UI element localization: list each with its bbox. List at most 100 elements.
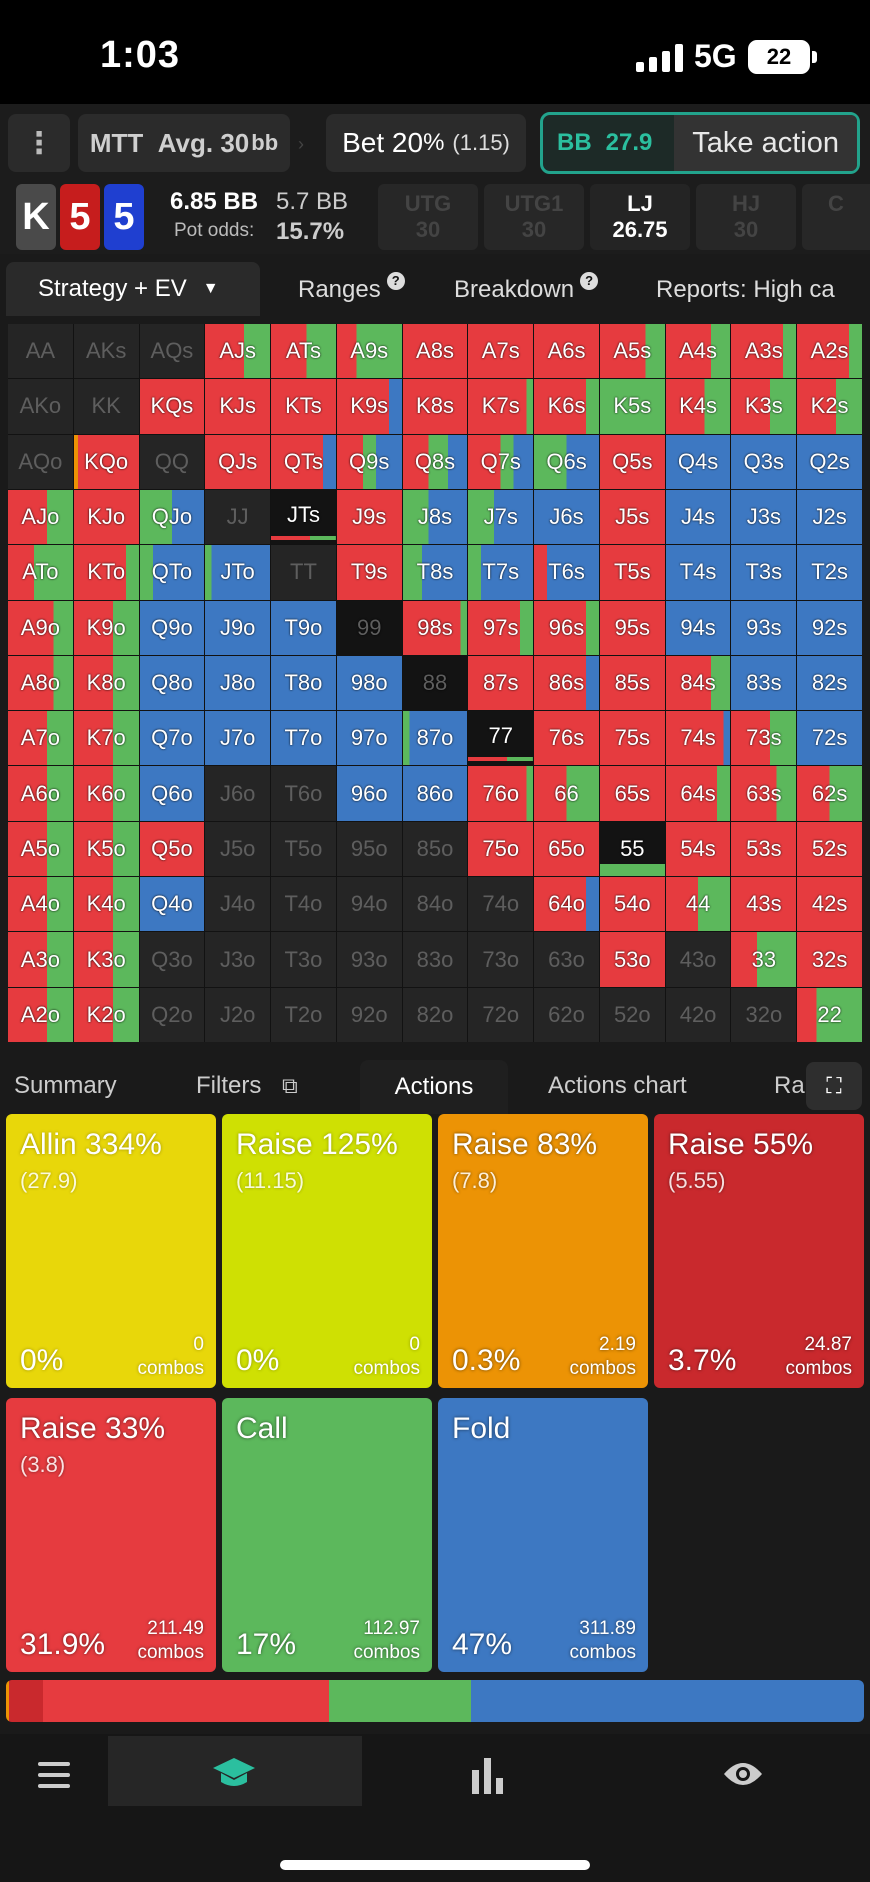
hand-cell-87o[interactable]: 87o xyxy=(402,711,468,766)
hand-cell-J2s[interactable]: J2s xyxy=(797,489,862,545)
hand-cell-62s[interactable]: 62s xyxy=(797,766,862,821)
hand-cell-TT[interactable]: TT xyxy=(271,545,336,600)
menu-icon[interactable] xyxy=(38,1762,70,1788)
hand-cell-Q3o[interactable]: Q3o xyxy=(139,932,205,987)
hand-cell-74o[interactable]: 74o xyxy=(468,877,534,932)
hand-cell-T5s[interactable]: T5s xyxy=(599,545,665,600)
hand-cell-Q5o[interactable]: Q5o xyxy=(139,821,205,877)
hand-cell-T6s[interactable]: T6s xyxy=(534,545,599,600)
hand-cell-J2o[interactable]: J2o xyxy=(205,987,271,1042)
hand-cell-43o[interactable]: 43o xyxy=(665,932,731,987)
hand-cell-KJs[interactable]: KJs xyxy=(205,379,271,434)
hand-cell-K3s[interactable]: K3s xyxy=(731,379,797,434)
hand-cell-A5o[interactable]: A5o xyxy=(8,821,73,877)
tab-filters[interactable]: Filters ⧉ xyxy=(196,1072,298,1100)
hand-cell-J9o[interactable]: J9o xyxy=(205,600,271,655)
tab-ranges[interactable]: Ranges? xyxy=(298,272,405,304)
hand-cell-94s[interactable]: 94s xyxy=(665,600,731,655)
action-tile-raise-33[interactable]: Raise 33% (3.8) 31.9% 211.49 combos xyxy=(6,1398,216,1672)
hand-cell-A3s[interactable]: A3s xyxy=(731,324,797,379)
hand-cell-97o[interactable]: 97o xyxy=(336,711,402,766)
hand-cell-JJ[interactable]: JJ xyxy=(205,489,271,545)
hand-cell-T4o[interactable]: T4o xyxy=(271,877,336,932)
hand-cell-99[interactable]: 99 xyxy=(336,600,402,655)
hand-cell-86s[interactable]: 86s xyxy=(534,655,599,711)
hand-cell-94o[interactable]: 94o xyxy=(336,877,402,932)
hand-cell-K7s[interactable]: K7s xyxy=(468,379,534,434)
hand-cell-42o[interactable]: 42o xyxy=(665,987,731,1042)
hand-cell-53o[interactable]: 53o xyxy=(599,932,665,987)
hand-cell-32o[interactable]: 32o xyxy=(731,987,797,1042)
hand-cell-KQs[interactable]: KQs xyxy=(139,379,205,434)
hand-cell-T3s[interactable]: T3s xyxy=(731,545,797,600)
hand-cell-T9o[interactable]: T9o xyxy=(271,600,336,655)
hand-cell-A4o[interactable]: A4o xyxy=(8,877,73,932)
hand-cell-J4s[interactable]: J4s xyxy=(665,489,731,545)
hand-cell-AKs[interactable]: AKs xyxy=(73,324,139,379)
hand-cell-Q3s[interactable]: Q3s xyxy=(731,434,797,489)
position-lj[interactable]: LJ 26.75 xyxy=(590,184,690,250)
hand-cell-84s[interactable]: 84s xyxy=(665,655,731,711)
tab-summary[interactable]: Summary xyxy=(14,1072,117,1099)
hand-cell-65o[interactable]: 65o xyxy=(534,821,599,877)
action-tile-raise-125[interactable]: Raise 125% (11.15) 0% 0 combos xyxy=(222,1114,432,1388)
tab-breakdown[interactable]: Breakdown? xyxy=(454,272,599,304)
hand-cell-Q9o[interactable]: Q9o xyxy=(139,600,205,655)
hand-cell-QTs[interactable]: QTs xyxy=(271,434,336,489)
hand-cell-Q5s[interactable]: Q5s xyxy=(599,434,665,489)
hand-cell-Q9s[interactable]: Q9s xyxy=(336,434,402,489)
hand-cell-T7o[interactable]: T7o xyxy=(271,711,336,766)
hand-cell-T5o[interactable]: T5o xyxy=(271,821,336,877)
hand-cell-AQs[interactable]: AQs xyxy=(139,324,205,379)
hand-cell-A8o[interactable]: A8o xyxy=(8,655,73,711)
hand-cell-92s[interactable]: 92s xyxy=(797,600,862,655)
hand-cell-96s[interactable]: 96s xyxy=(534,600,599,655)
hand-cell-J3o[interactable]: J3o xyxy=(205,932,271,987)
hand-cell-K5s[interactable]: K5s xyxy=(599,379,665,434)
tab-actions-chart[interactable]: Actions chart xyxy=(548,1072,687,1099)
hand-cell-Q8s[interactable]: Q8s xyxy=(402,434,468,489)
hand-cell-54o[interactable]: 54o xyxy=(599,877,665,932)
hand-cell-Q4s[interactable]: Q4s xyxy=(665,434,731,489)
hand-cell-K7o[interactable]: K7o xyxy=(73,711,139,766)
hand-cell-A9s[interactable]: A9s xyxy=(336,324,402,379)
hand-cell-96o[interactable]: 96o xyxy=(336,766,402,821)
hand-cell-T2o[interactable]: T2o xyxy=(271,987,336,1042)
hand-cell-J5o[interactable]: J5o xyxy=(205,821,271,877)
graduation-cap-icon[interactable] xyxy=(212,1756,256,1797)
hand-cell-A4s[interactable]: A4s xyxy=(665,324,731,379)
hand-cell-75o[interactable]: 75o xyxy=(468,821,534,877)
hand-cell-QJs[interactable]: QJs xyxy=(205,434,271,489)
hand-cell-AJo[interactable]: AJo xyxy=(8,489,73,545)
hand-cell-Q7s[interactable]: Q7s xyxy=(468,434,534,489)
hand-cell-J6s[interactable]: J6s xyxy=(534,489,599,545)
hand-cell-88[interactable]: 88 xyxy=(402,655,468,711)
hand-cell-K4s[interactable]: K4s xyxy=(665,379,731,434)
hand-cell-65s[interactable]: 65s xyxy=(599,766,665,821)
bet-action-button[interactable]: Bet 20% (1.15) xyxy=(326,114,526,172)
hand-cell-K9s[interactable]: K9s xyxy=(336,379,402,434)
hand-cell-A3o[interactable]: A3o xyxy=(8,932,73,987)
hand-cell-Q4o[interactable]: Q4o xyxy=(139,877,205,932)
position-hj[interactable]: HJ 30 xyxy=(696,184,796,250)
tab-actions[interactable]: Actions xyxy=(360,1060,508,1114)
hand-cell-T9s[interactable]: T9s xyxy=(336,545,402,600)
hand-cell-KTo[interactable]: KTo xyxy=(73,545,139,600)
hand-cell-42s[interactable]: 42s xyxy=(797,877,862,932)
hand-cell-A5s[interactable]: A5s xyxy=(599,324,665,379)
hand-cell-K5o[interactable]: K5o xyxy=(73,821,139,877)
hand-cell-A2s[interactable]: A2s xyxy=(797,324,862,379)
hand-cell-52o[interactable]: 52o xyxy=(599,987,665,1042)
hand-cell-87s[interactable]: 87s xyxy=(468,655,534,711)
hand-cell-32s[interactable]: 32s xyxy=(797,932,862,987)
hand-cell-A9o[interactable]: A9o xyxy=(8,600,73,655)
hand-cell-T4s[interactable]: T4s xyxy=(665,545,731,600)
hand-cell-93o[interactable]: 93o xyxy=(336,932,402,987)
hand-cell-AA[interactable]: AA xyxy=(8,324,73,379)
hand-cell-95o[interactable]: 95o xyxy=(336,821,402,877)
hand-cell-Q6s[interactable]: Q6s xyxy=(534,434,599,489)
take-action-button[interactable]: BB 27.9 Take action xyxy=(540,112,860,174)
hand-cell-75s[interactable]: 75s xyxy=(599,711,665,766)
hand-cell-93s[interactable]: 93s xyxy=(731,600,797,655)
hand-cell-QTo[interactable]: QTo xyxy=(139,545,205,600)
